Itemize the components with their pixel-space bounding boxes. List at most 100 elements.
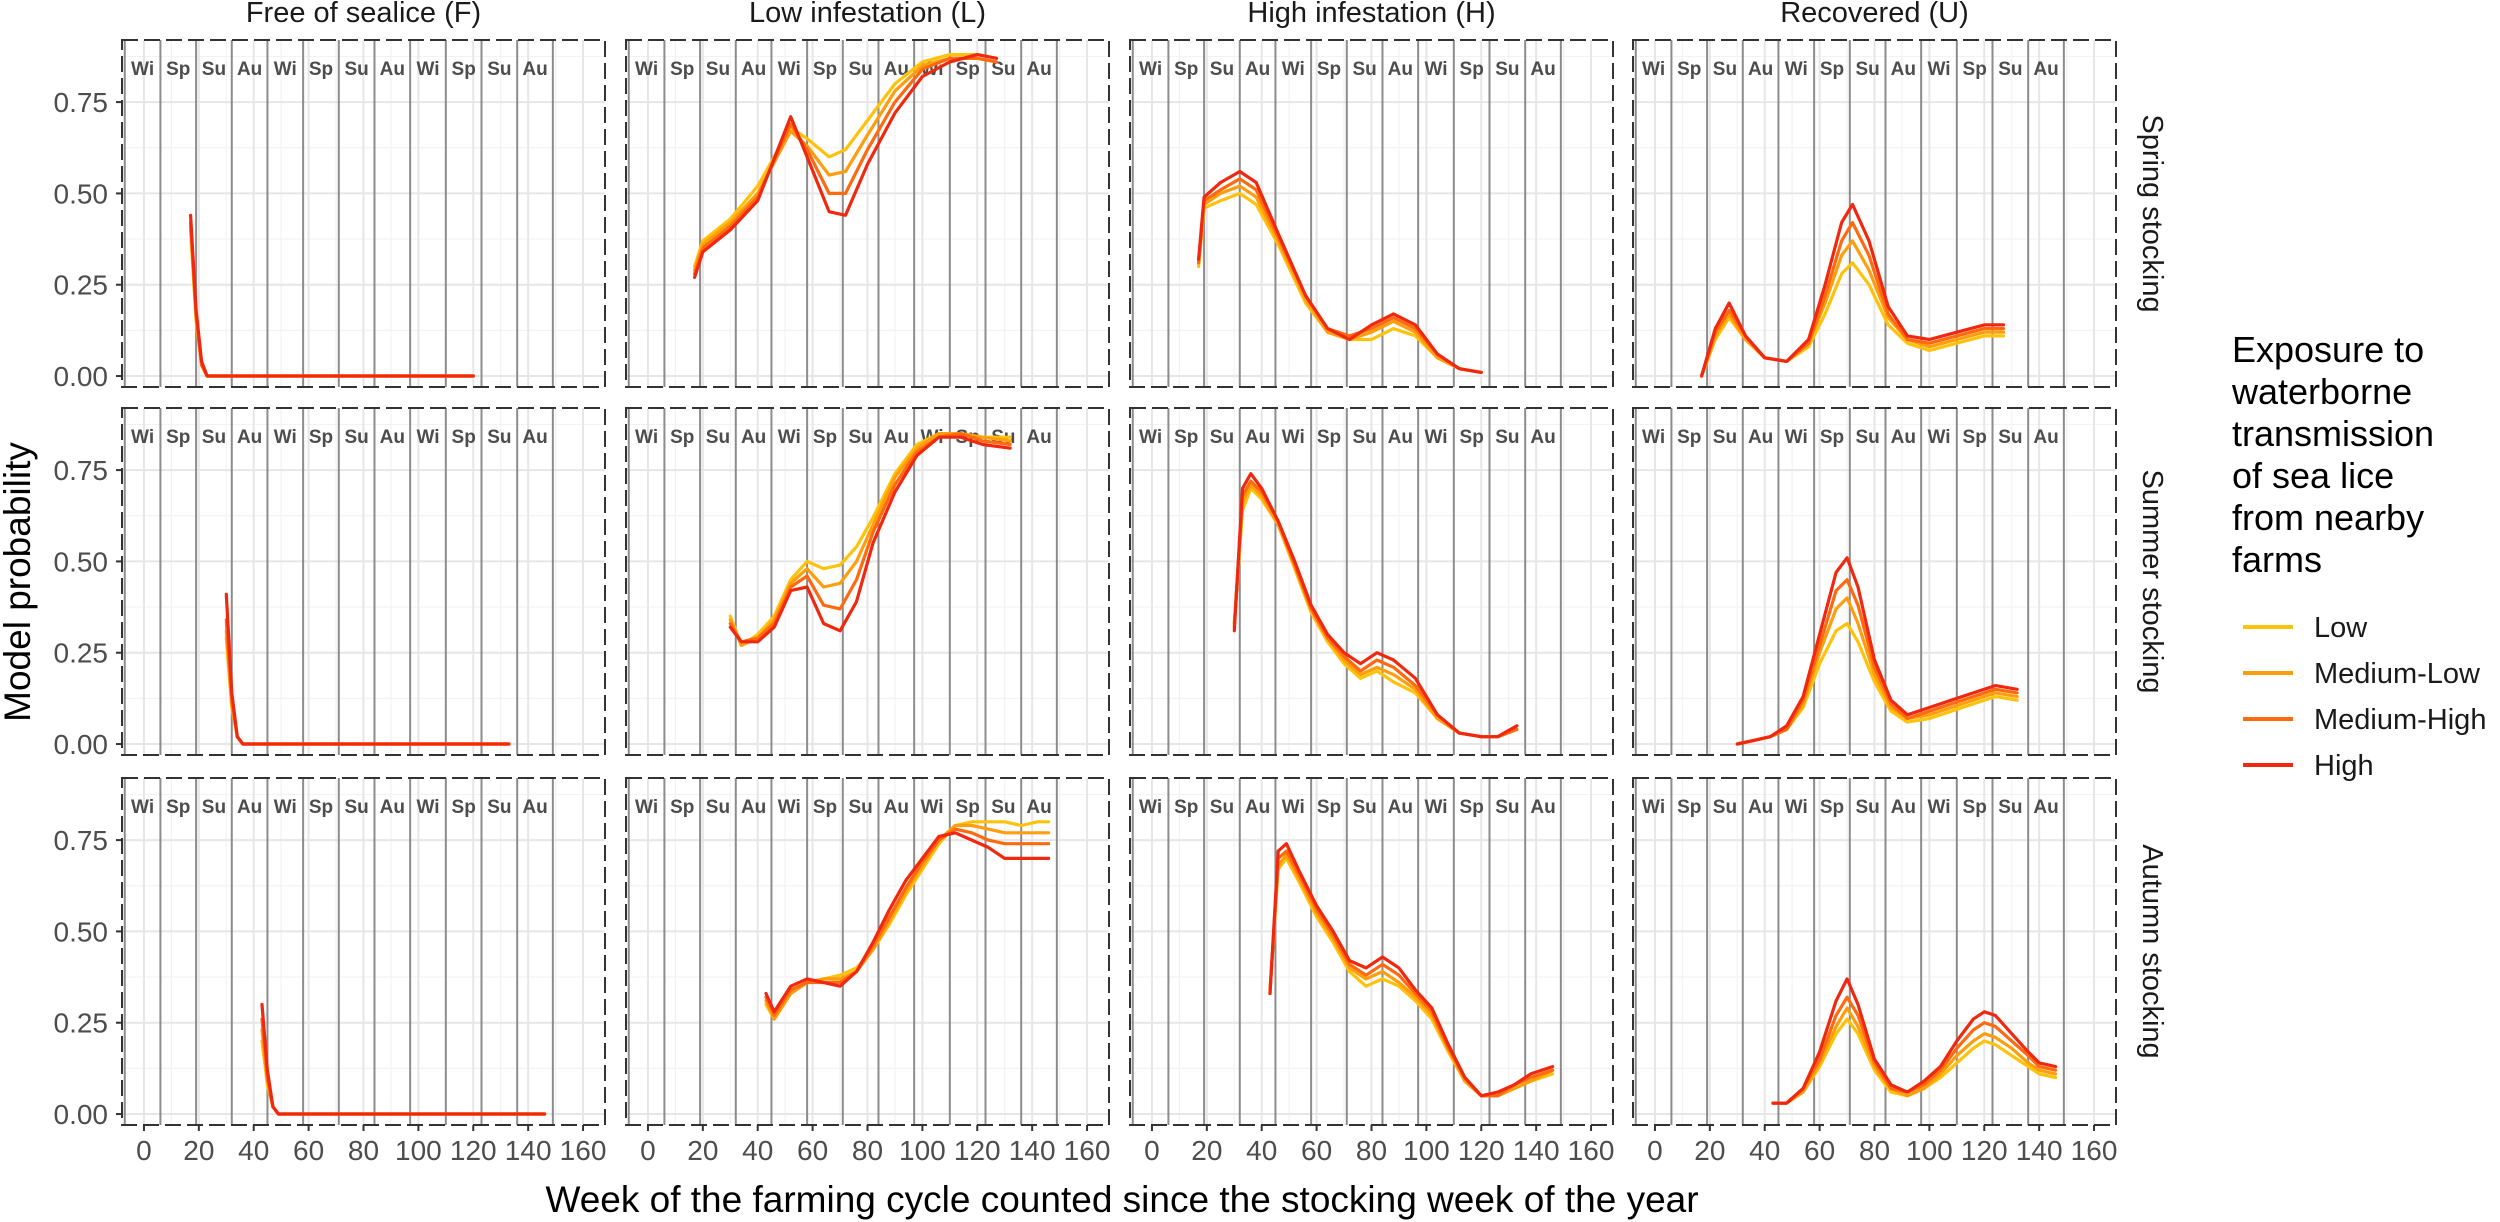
- x-tick-label: 60: [293, 1135, 324, 1166]
- season-label: Sp: [166, 797, 190, 818]
- season-label: Sp: [452, 797, 476, 818]
- season-label: Au: [884, 59, 909, 80]
- series-line: [692, 56, 999, 276]
- facet-panel: Wi Sp Su Au Wi Sp Su Au Wi Sp Su Au 0.00 0.25 0.50 0.75: [54, 39, 606, 392]
- y-tick-label: 0.25: [54, 638, 109, 669]
- season-label: Su: [1713, 59, 1737, 80]
- season-label: Au: [1530, 797, 1555, 818]
- legend-entry: Medium-High: [2243, 704, 2486, 736]
- legend-title-line: of sea lice: [2232, 455, 2394, 496]
- season-label: Au: [522, 427, 547, 448]
- season-label: Su: [1210, 797, 1234, 818]
- series-line: [764, 827, 1051, 1018]
- season-label: Wi: [274, 797, 297, 818]
- season-label: Sp: [1963, 59, 1987, 80]
- season-label: Sp: [1820, 797, 1844, 818]
- season-label: Sp: [1174, 797, 1198, 818]
- season-label: Wi: [1927, 427, 1950, 448]
- legend-entries: Low Medium-Low Medium-High High: [2243, 612, 2486, 782]
- panel-series: [1735, 556, 2019, 746]
- season-label: Su: [848, 59, 872, 80]
- x-tick-label: 60: [1804, 1135, 1835, 1166]
- panel-series: [1196, 169, 1483, 374]
- x-tick-label: 160: [1064, 1135, 1111, 1166]
- season-label: Sp: [1963, 427, 1987, 448]
- x-tick-label: 80: [348, 1135, 379, 1166]
- season-label: Sp: [956, 59, 980, 80]
- x-tick-label: 40: [238, 1135, 269, 1166]
- facet-panel: Wi Sp Su Au Wi Sp Su Au Wi Sp Su Au 0 20 40 60 80 100 120 1…: [1632, 777, 2117, 1166]
- x-tick-label: 140: [1009, 1135, 1056, 1166]
- facet-panel: Wi Sp Su Au Wi Sp Su Au Wi Sp Su Au: [625, 407, 1110, 756]
- season-label: Sp: [166, 427, 190, 448]
- season-label: Wi: [635, 797, 658, 818]
- season-label: Wi: [1785, 797, 1808, 818]
- x-tick-label: 60: [1301, 1135, 1332, 1166]
- season-label: Wi: [635, 59, 658, 80]
- season-label: Su: [1352, 59, 1376, 80]
- season-label: Su: [706, 797, 730, 818]
- x-tick-label: 80: [852, 1135, 883, 1166]
- y-tick-label: 0.25: [54, 270, 109, 301]
- x-tick-label: 0: [136, 1135, 152, 1166]
- season-label: Wi: [1424, 59, 1447, 80]
- season-label: Sp: [1677, 797, 1701, 818]
- series-line: [189, 224, 475, 378]
- series-line: [1699, 202, 2006, 378]
- facet-panel: Wi Sp Su Au Wi Sp Su Au Wi Sp Su Au 0 20 40 60 80 100 120 1…: [625, 777, 1111, 1166]
- season-label: Au: [1388, 59, 1413, 80]
- series-line: [1771, 977, 2058, 1105]
- season-label: Su: [848, 427, 872, 448]
- series-line: [260, 1002, 547, 1116]
- series-line: [1699, 221, 2006, 378]
- season-label: Sp: [1963, 797, 1987, 818]
- season-label: Au: [1891, 59, 1916, 80]
- series-line: [1232, 486, 1519, 739]
- panel-series: [692, 52, 999, 279]
- season-label: Su: [1210, 427, 1234, 448]
- season-label: Wi: [131, 59, 154, 80]
- x-tick-label: 100: [899, 1135, 946, 1166]
- x-tick-label: 120: [954, 1135, 1001, 1166]
- panel-series: [260, 1002, 547, 1116]
- series-line: [1268, 849, 1555, 1098]
- season-label: Su: [1855, 59, 1879, 80]
- season-label: Wi: [416, 427, 439, 448]
- x-tick-label: 40: [1749, 1135, 1780, 1166]
- column-strip-label: Recovered (U): [1780, 0, 1969, 29]
- season-label: Sp: [1677, 59, 1701, 80]
- facet-strips: Free of sealice (F) Low infestation (L) Hi…: [246, 0, 2168, 1059]
- facet-panel: Wi Sp Su Au Wi Sp Su Au Wi Sp Su Au 0.00 0.25 0.50 0.75…: [54, 777, 606, 1166]
- row-strip-label: Spring stocking: [2136, 114, 2168, 312]
- season-label: Sp: [1174, 427, 1198, 448]
- facet-panel: Wi Sp Su Au Wi Sp Su Au Wi Sp Su Au: [1129, 407, 1614, 756]
- season-label: Au: [884, 427, 909, 448]
- season-label: Au: [1891, 797, 1916, 818]
- season-label: Au: [1530, 59, 1555, 80]
- season-label: Wi: [1927, 59, 1950, 80]
- legend-label: Low: [2314, 612, 2368, 644]
- y-tick-label: 0.75: [54, 87, 109, 118]
- season-label: Au: [1245, 59, 1270, 80]
- panel-border: [1632, 407, 2117, 756]
- season-label: Wi: [1282, 427, 1305, 448]
- season-label: Au: [1891, 427, 1916, 448]
- season-label: Au: [741, 59, 766, 80]
- facet-panel: Wi Sp Su Au Wi Sp Su Au Wi Sp Su Au: [1632, 39, 2117, 388]
- series-line: [764, 823, 1051, 1021]
- series-line: [260, 1039, 547, 1116]
- season-label: Su: [1495, 797, 1519, 818]
- series-line: [189, 221, 475, 378]
- series-line: [764, 831, 1051, 1014]
- season-label: Au: [1245, 427, 1270, 448]
- season-label: Sp: [1460, 59, 1484, 80]
- series-line: [692, 52, 999, 269]
- panel-border: [121, 39, 606, 388]
- season-label: Sp: [670, 797, 694, 818]
- panel-series: [1268, 842, 1555, 1098]
- season-label: Wi: [1927, 797, 1950, 818]
- series-line: [189, 213, 475, 378]
- panels-layer: Wi Sp Su Au Wi Sp Su Au Wi Sp Su Au 0.00 0.25 0.50 0.75…: [54, 39, 2117, 1166]
- series-line: [1268, 842, 1555, 1098]
- panel-series: [764, 820, 1051, 1021]
